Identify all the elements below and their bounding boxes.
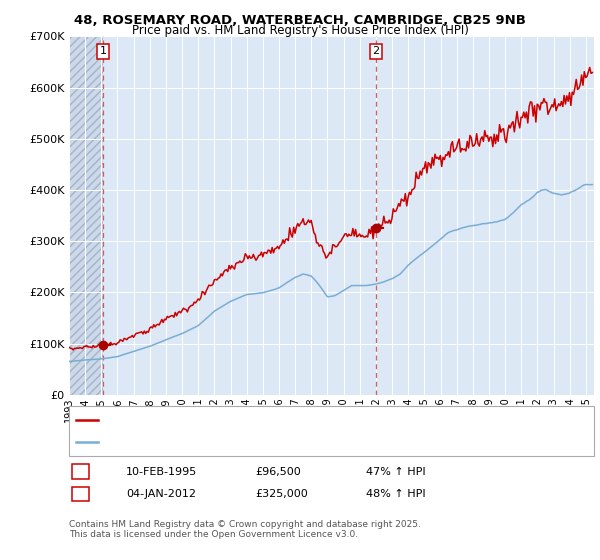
Text: 48, ROSEMARY ROAD, WATERBEACH, CAMBRIDGE, CB25 9NB: 48, ROSEMARY ROAD, WATERBEACH, CAMBRIDGE… [74,14,526,27]
Text: 1: 1 [77,466,84,477]
Text: 2: 2 [77,489,84,499]
Text: Contains HM Land Registry data © Crown copyright and database right 2025.
This d: Contains HM Land Registry data © Crown c… [69,520,421,539]
Text: 48, ROSEMARY ROAD, WATERBEACH, CAMBRIDGE, CB25 9NB (semi-detached house): 48, ROSEMARY ROAD, WATERBEACH, CAMBRIDGE… [102,415,525,425]
Text: 1: 1 [100,46,107,57]
Text: 47% ↑ HPI: 47% ↑ HPI [366,466,425,477]
Text: HPI: Average price, semi-detached house, South Cambridgeshire: HPI: Average price, semi-detached house,… [102,437,425,447]
Text: £325,000: £325,000 [255,489,308,499]
Text: 48% ↑ HPI: 48% ↑ HPI [366,489,425,499]
Text: Price paid vs. HM Land Registry's House Price Index (HPI): Price paid vs. HM Land Registry's House … [131,24,469,37]
Text: 10-FEB-1995: 10-FEB-1995 [126,466,197,477]
Text: 04-JAN-2012: 04-JAN-2012 [126,489,196,499]
Bar [69,36,103,395]
Text: £96,500: £96,500 [255,466,301,477]
Text: 2: 2 [373,46,380,57]
